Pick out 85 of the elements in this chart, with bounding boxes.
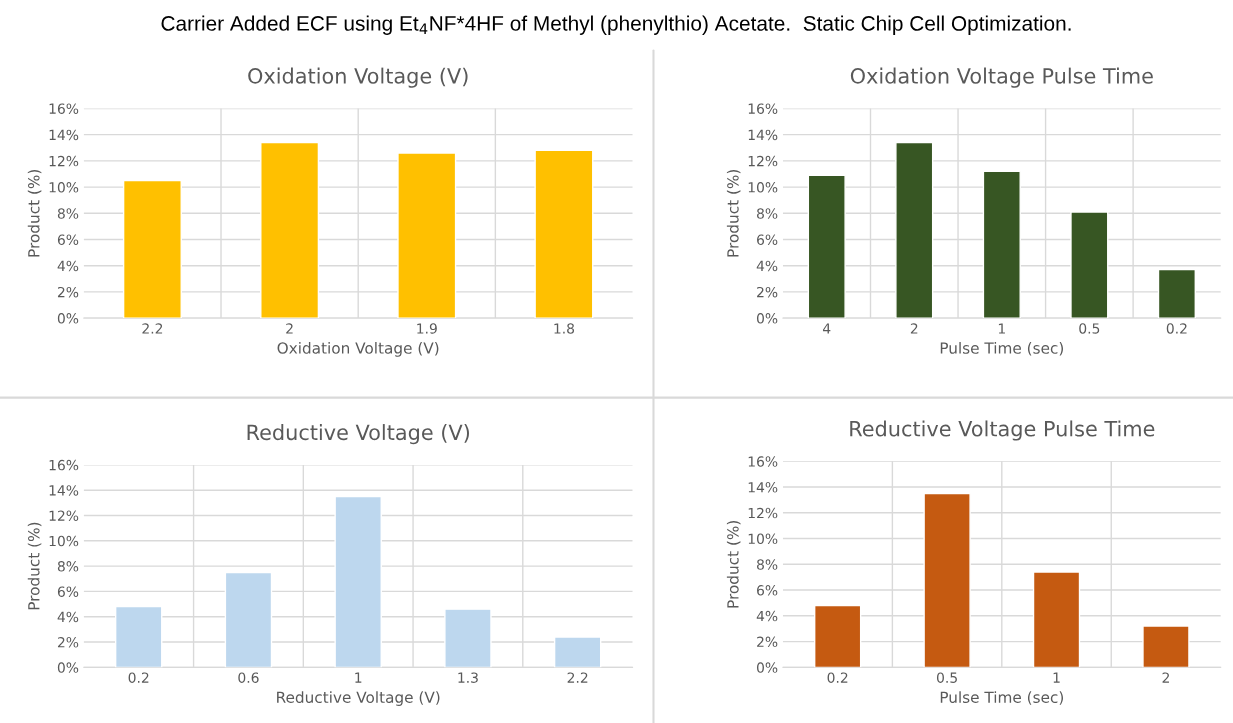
y-axis-title: Product (%) [27,169,42,257]
y-tick-label: 14% [49,485,79,496]
y-tick-label: 14% [49,129,79,141]
y-tick-label: 8% [57,561,79,572]
bar [923,492,971,668]
bar [334,495,382,668]
x-axis-title: Oxidation Voltage (V) [277,341,439,357]
y-tick-label: 10% [748,533,778,545]
y-tick-label: 4% [756,610,778,622]
bar [444,608,492,668]
y-tick-label: 10% [49,182,79,193]
bar [114,605,163,668]
bar [1070,211,1109,319]
y-axis-title: Product (%) [726,520,741,608]
x-tick-label: 2 [1162,672,1169,683]
bar [895,141,934,319]
text: Carrier Added ECF using Et$_{4}$NF*4HF of Methyl (phenylthio) Acetate. Static Chip Cell Optimization. [161,15,1071,35]
bar [224,571,273,668]
y-tick-label: 14% [748,482,778,493]
bar [1157,268,1196,319]
y-tick-label: 0% [756,313,778,324]
y-tick-label: 0% [756,662,778,673]
y-tick-label: 2% [757,636,778,648]
y-tick-label: 8% [757,208,778,219]
x-tick-label: 1 [355,672,362,683]
y-tick-label: 2% [57,636,79,648]
y-tick-label: 6% [57,586,79,597]
x-tick-label: 4 [822,323,831,334]
bar [122,179,182,319]
bar [260,141,320,319]
x-tick-label: 2.2 [142,323,163,334]
y-tick-label: 2% [757,286,778,298]
x-tick-label: 2 [910,323,918,334]
bar [982,170,1021,319]
x-axis-title: Pulse Time (sec) [940,691,1063,705]
x-tick-label: 1.8 [554,323,575,334]
bar [1142,625,1190,668]
chart-title: Reductive Voltage (V) [247,424,470,445]
x-tick-label: 0.2 [1166,323,1187,334]
x-tick-label: 1 [998,323,1005,334]
x-tick-label: 1.9 [417,323,437,334]
y-axis-title: Product (%) [726,169,741,257]
y-tick-label: 12% [748,155,778,167]
y-tick-label: 16% [49,103,79,114]
y-tick-label: 4% [57,260,79,272]
y-tick-label: 8% [757,559,778,570]
x-tick-label: 1.3 [458,672,478,683]
y-tick-label: 12% [49,510,79,521]
y-tick-label: 16% [49,459,79,471]
y-tick-label: 0% [57,313,79,324]
y-tick-label: 6% [757,234,778,245]
y-tick-label: 16% [748,103,778,114]
y-tick-label: 6% [757,585,778,596]
x-axis-title: Reductive Voltage (V) [277,691,440,706]
y-tick-label: 4% [57,611,79,623]
bar [553,636,602,668]
y-tick-label: 6% [57,234,79,245]
bar [1032,571,1081,668]
x-tick-label: 0.5 [1079,323,1100,334]
x-axis-title: Pulse Time (sec) [940,341,1063,356]
bar [397,152,457,319]
y-tick-label: 10% [748,182,778,193]
chart-title: Oxidation Voltage Pulse Time [850,67,1153,88]
y-tick-label: 12% [49,155,79,167]
bar [534,149,594,319]
bar [807,174,846,319]
x-tick-label: 0.6 [238,672,259,683]
y-tick-label: 14% [748,129,778,141]
x-tick-label: 0.2 [827,672,848,683]
chart-title: Oxidation Voltage (V) [248,67,468,88]
y-tick-label: 16% [748,456,778,467]
x-tick-label: 1 [1053,672,1060,683]
y-tick-label: 4% [756,260,778,272]
y-axis-title: Product (%) [27,522,42,610]
y-tick-label: 10% [49,535,79,547]
x-tick-label: 2 [286,323,293,334]
y-tick-label: 0% [57,662,79,673]
bar [813,604,862,668]
chart-title: Reductive Voltage Pulse Time [850,420,1155,441]
y-tick-label: 2% [57,286,79,298]
y-tick-label: 12% [748,507,778,519]
x-tick-label: 2.2 [567,672,588,683]
x-tick-label: 0.2 [128,672,149,683]
x-tick-label: 0.5 [936,672,957,683]
y-tick-label: 8% [57,208,79,219]
